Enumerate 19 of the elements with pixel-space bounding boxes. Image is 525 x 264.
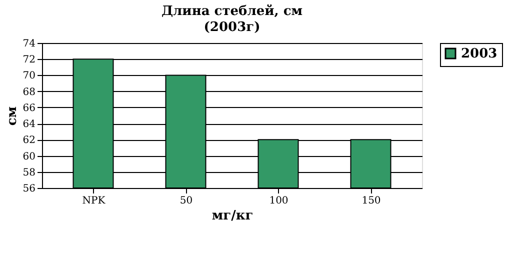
- x-axis-title: мг/кг: [212, 208, 254, 224]
- y-tick-label: 70: [22, 70, 36, 82]
- y-tick-label: 62: [22, 135, 36, 146]
- y-tick-label: 74: [22, 38, 36, 50]
- y-tick-label: 66: [22, 102, 36, 114]
- y-axis-title: см: [4, 106, 20, 126]
- x-tick-label: 50: [180, 196, 193, 206]
- x-tick-label: 150: [362, 196, 381, 206]
- y-tick-label: 58: [22, 167, 36, 178]
- y-tick-label: 60: [22, 151, 36, 162]
- y-tick-label: 72: [22, 54, 36, 66]
- chart-subtitle: (2003г): [204, 20, 260, 35]
- chart-title: Длина стеблей, см: [161, 4, 303, 19]
- legend-label: 2003: [461, 46, 498, 62]
- x-tick-label: 100: [269, 196, 288, 206]
- y-tick-label: 68: [22, 86, 36, 98]
- x-tick-label: NPK: [82, 196, 106, 206]
- y-tick-label: 64: [22, 119, 36, 130]
- y-tick-label: 56: [22, 184, 36, 194]
